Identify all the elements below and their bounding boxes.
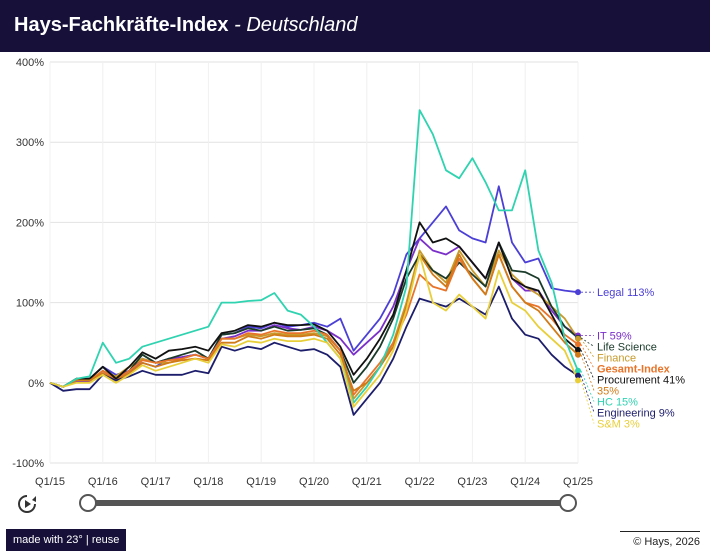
- series-end-label: Life Science: [597, 341, 657, 353]
- series-line: [49, 241, 579, 388]
- series-line: [49, 109, 579, 404]
- made-with-link[interactable]: made with 23°: [13, 534, 83, 546]
- header-bar: Hays-Fachkräfte-Index - Deutschland: [0, 0, 710, 52]
- series-end-point: [575, 351, 581, 358]
- label-leader: [580, 349, 595, 380]
- series-end-point: [575, 367, 581, 374]
- x-tick-label: Q1/15: [35, 476, 65, 488]
- label-leader: [580, 354, 595, 391]
- label-leader: [580, 344, 595, 369]
- series-line: [49, 221, 579, 388]
- made-with-badge: made with 23° | reuse: [6, 529, 127, 551]
- series-end-label: Finance: [597, 352, 636, 364]
- label-leader: [580, 380, 595, 424]
- copyright-text: © Hays, 2026: [620, 531, 700, 548]
- label-leader: [580, 375, 595, 413]
- x-tick-label: Q1/19: [246, 476, 276, 488]
- series-line: [49, 253, 579, 392]
- y-tick-label: 0%: [28, 378, 44, 390]
- x-tick-label: Q1/21: [352, 476, 382, 488]
- x-tick-label: Q1/16: [88, 476, 118, 488]
- series-end-point: [575, 289, 581, 296]
- slider-handle-start[interactable]: [79, 494, 97, 512]
- line-chart: 400% 300% 200% 100% 0% -100% Q1/15 Q1/16 Q1/17 Q1…: [12, 57, 685, 488]
- chart-subtitle: Deutschland: [246, 14, 358, 36]
- series-end-point: [575, 335, 581, 342]
- series-end-label: 35%: [597, 385, 619, 397]
- y-tick-label: 100%: [16, 298, 44, 310]
- series-end-label: IT 59%: [597, 330, 632, 342]
- x-tick-label: Q1/20: [299, 476, 329, 488]
- x-tick-label: Q1/23: [457, 476, 487, 488]
- label-leader: [580, 337, 595, 347]
- slider-handle-end[interactable]: [559, 494, 577, 512]
- y-tick-label: 300%: [16, 137, 44, 149]
- x-tick-label: Q1/22: [405, 476, 435, 488]
- series-end-point: [575, 377, 581, 384]
- series-end-point: [575, 346, 581, 353]
- x-tick-label: Q1/24: [510, 476, 540, 488]
- series-end-label: HC 15%: [597, 396, 638, 408]
- series-end-point: [575, 372, 581, 379]
- chart-title: Hays-Fachkräfte-Index - Deutschland: [14, 14, 358, 36]
- series-end-point: [575, 341, 581, 348]
- y-tick-label: 200%: [16, 217, 44, 229]
- series-line: [49, 253, 579, 408]
- y-tick-label: -100%: [12, 458, 44, 470]
- series-end-label: Engineering 9%: [597, 407, 675, 419]
- series-end-label: Legal 113%: [597, 287, 655, 299]
- x-tick-label: Q1/17: [141, 476, 171, 488]
- slider-track[interactable]: [88, 500, 568, 506]
- series-end-label: Gesamt-Index: [597, 363, 671, 375]
- play-icon[interactable]: [16, 493, 38, 515]
- time-range-slider[interactable]: [79, 494, 577, 512]
- reuse-link[interactable]: reuse: [91, 534, 120, 546]
- x-tick-label: Q1/18: [193, 476, 223, 488]
- series-end-label: Procurement 41%: [597, 374, 685, 386]
- series-end-label: S&M 3%: [597, 418, 640, 430]
- y-tick-label: 400%: [16, 57, 44, 69]
- label-leader: [580, 370, 595, 402]
- x-tick-label: Q1/25: [563, 476, 593, 488]
